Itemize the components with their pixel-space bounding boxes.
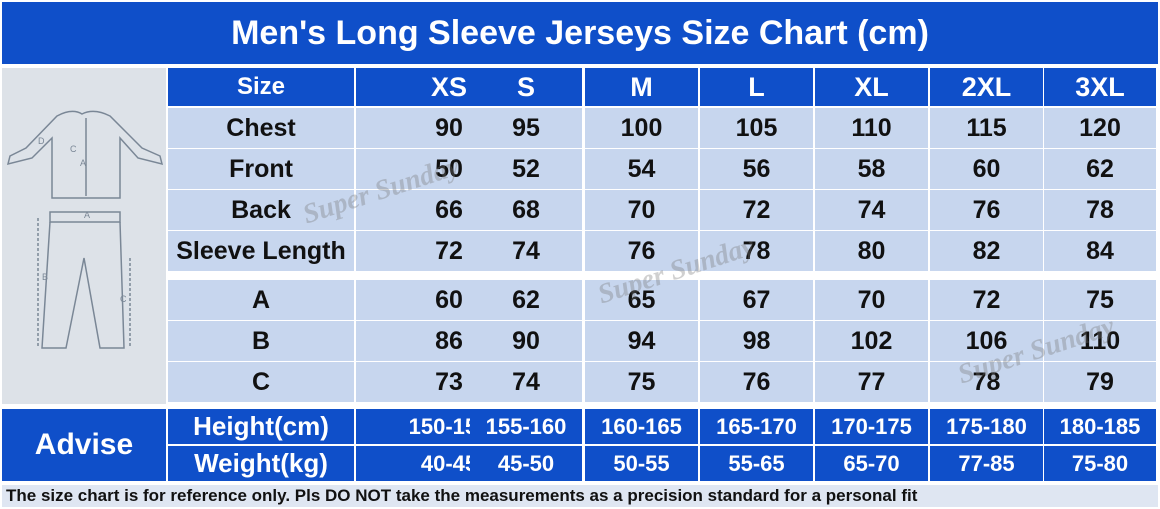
advise-section: Advise Height(cm) 150-155 155-160 160-165 165…: [0, 407, 1160, 483]
table-cell: 70: [815, 280, 928, 320]
table-cell: 52: [470, 149, 582, 189]
jersey-diagram-icon: [6, 110, 164, 199]
table-cell: 62: [470, 280, 582, 320]
table-cell: 79: [1044, 362, 1156, 402]
diagram-letter-pants-b: B: [42, 272, 48, 282]
table-cell: 56: [700, 149, 813, 189]
advise-row-label: Weight(kg): [168, 446, 354, 481]
diagram-letter-pants-c: C: [120, 294, 127, 304]
table-cell: 100: [585, 108, 698, 148]
size-header-1: S: [470, 68, 582, 106]
garment-diagram: D C A A B C: [2, 68, 166, 404]
table-cell: 72: [930, 280, 1043, 320]
row-label: Front: [168, 149, 354, 189]
size-header-4: XL: [815, 68, 928, 106]
pants-diagram-icon: [37, 211, 131, 349]
table-cell: 72: [700, 190, 813, 230]
row-label: B: [168, 321, 354, 361]
table-cell: 60: [930, 149, 1043, 189]
table-cell: 70: [585, 190, 698, 230]
advise-cell: 180-185: [1044, 409, 1156, 444]
table-cell: 74: [815, 190, 928, 230]
diagram-letter-c: C: [70, 144, 77, 154]
size-header-3: L: [700, 68, 813, 106]
advise-cell: 155-160: [470, 409, 582, 444]
table-cell: 68: [470, 190, 582, 230]
table-cell: 84: [1044, 231, 1156, 271]
table-cell: 115: [930, 108, 1043, 148]
advise-label: Advise: [2, 409, 166, 481]
table-cell: 94: [585, 321, 698, 361]
advise-cell: 65-70: [815, 446, 928, 481]
row-label: Back: [168, 190, 354, 230]
diagram-letter-d: D: [38, 136, 45, 146]
table-cell: 78: [930, 362, 1043, 402]
table-cell: 98: [700, 321, 813, 361]
table-cell: 77: [815, 362, 928, 402]
advise-cell: 165-170: [700, 409, 813, 444]
table-cell: 67: [700, 280, 813, 320]
table-cell: 76: [585, 231, 698, 271]
table-cell: 78: [700, 231, 813, 271]
table-cell: 78: [1044, 190, 1156, 230]
table-cell: 105: [700, 108, 813, 148]
table-cell: 74: [470, 362, 582, 402]
table-cell: 54: [585, 149, 698, 189]
table-cell: 76: [930, 190, 1043, 230]
size-header-5: 2XL: [930, 68, 1043, 106]
advise-cell: 75-80: [1044, 446, 1156, 481]
advise-cell: 55-65: [700, 446, 813, 481]
table-cell: 75: [1044, 280, 1156, 320]
chart-title: Men's Long Sleeve Jerseys Size Chart (cm…: [2, 2, 1158, 64]
table-cell: 95: [470, 108, 582, 148]
size-table: Size XS S M L XL 2XL 3XL Chest 90 95 100 105 110 115 12…: [0, 64, 1160, 406]
table-cell: 102: [815, 321, 928, 361]
advise-cell: 45-50: [470, 446, 582, 481]
table-cell: 58: [815, 149, 928, 189]
advise-cell: 50-55: [585, 446, 698, 481]
diagram-letter-a: A: [80, 158, 86, 168]
row-label: Sleeve Length: [168, 231, 354, 271]
table-cell: 62: [1044, 149, 1156, 189]
row-label: C: [168, 362, 354, 402]
advise-cell: 170-175: [815, 409, 928, 444]
table-cell: 106: [930, 321, 1043, 361]
advise-row-label: Height(cm): [168, 409, 354, 444]
table-cell: 74: [470, 231, 582, 271]
table-cell: 80: [815, 231, 928, 271]
table-cell: 75: [585, 362, 698, 402]
size-header-2: M: [585, 68, 698, 106]
table-cell: 120: [1044, 108, 1156, 148]
table-cell: 90: [470, 321, 582, 361]
table-cell: 82: [930, 231, 1043, 271]
row-label: Chest: [168, 108, 354, 148]
table-cell: 76: [700, 362, 813, 402]
advise-cell: 160-165: [585, 409, 698, 444]
table-cell: 65: [585, 280, 698, 320]
size-header-label: Size: [168, 68, 354, 106]
table-cell: 110: [815, 108, 928, 148]
table-cell: 110: [1044, 321, 1156, 361]
diagram-letter-pants-a: A: [84, 210, 90, 220]
row-label: A: [168, 280, 354, 320]
advise-cell: 77-85: [930, 446, 1043, 481]
size-header-6: 3XL: [1044, 68, 1156, 106]
advise-cell: 175-180: [930, 409, 1043, 444]
disclaimer-note: The size chart is for reference only. Pl…: [2, 485, 1158, 507]
